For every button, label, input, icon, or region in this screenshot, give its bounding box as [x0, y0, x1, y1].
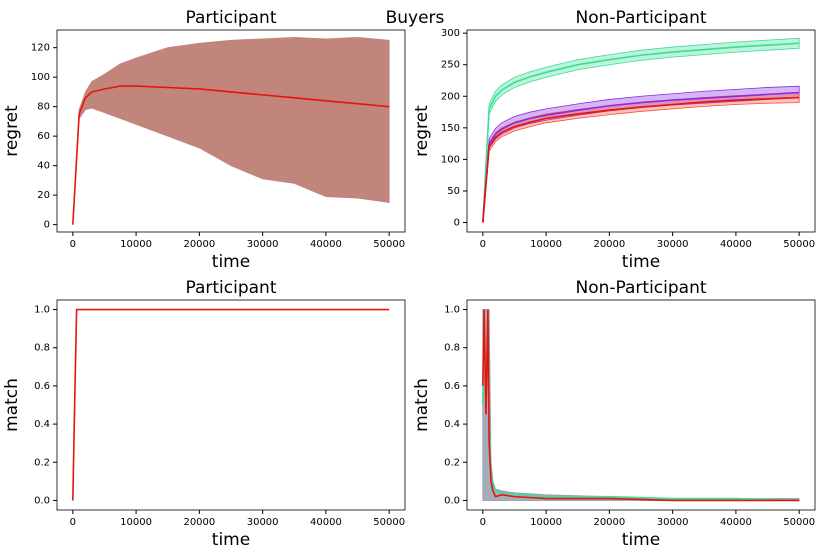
x-tick-label: 20000: [183, 239, 215, 250]
x-tick-label: 50000: [373, 239, 405, 250]
x-tick-label: 30000: [247, 517, 279, 528]
y-tick-label: 0.8: [34, 343, 50, 354]
x-tick-label: 10000: [530, 517, 562, 528]
y-tick-label: 1.0: [34, 305, 50, 316]
y-tick-label: 250: [441, 60, 460, 71]
x-tick-label: 20000: [183, 517, 215, 528]
band: [482, 37, 800, 223]
line: [482, 309, 800, 502]
line: [72, 85, 390, 225]
x-axis-label: time: [622, 252, 660, 272]
y-tick-label: 0.6: [34, 381, 50, 392]
y-axis-label: match: [412, 378, 432, 432]
line: [482, 91, 800, 223]
panel-title: Participant: [185, 278, 276, 298]
y-tick-label: 0.0: [444, 495, 460, 506]
y-tick-label: 40: [37, 161, 50, 172]
line: [482, 96, 800, 223]
y-tick-label: 0: [44, 220, 50, 231]
x-tick-label: 40000: [720, 517, 752, 528]
x-tick-label: 30000: [657, 239, 689, 250]
x-axis-label: time: [212, 530, 250, 550]
y-axis-label: regret: [2, 105, 22, 157]
x-axis-label: time: [622, 530, 660, 550]
panel-title: Non-Participant: [575, 8, 706, 28]
band: [482, 309, 800, 501]
panel-title: Non-Participant: [575, 278, 706, 298]
y-tick-label: 1.0: [444, 305, 460, 316]
plot-frame: [466, 29, 816, 233]
plot-frame: [466, 299, 816, 511]
plot-frame: [56, 299, 406, 511]
y-tick-label: 20: [37, 190, 50, 201]
line: [482, 42, 800, 223]
x-tick-label: 50000: [783, 517, 815, 528]
x-tick-label: 10000: [120, 239, 152, 250]
x-tick-label: 50000: [783, 239, 815, 250]
y-tick-label: 0.2: [444, 457, 460, 468]
plot-frame: [56, 29, 406, 233]
y-tick-label: 120: [31, 43, 50, 54]
y-tick-label: 0.4: [34, 419, 50, 430]
x-axis-label: time: [212, 252, 250, 272]
y-tick-label: 50: [447, 186, 460, 197]
line: [482, 309, 800, 502]
y-tick-label: 60: [37, 131, 50, 142]
y-tick-label: 0: [454, 218, 460, 229]
y-axis-label: regret: [412, 105, 432, 157]
y-tick-label: 0.6: [444, 381, 460, 392]
y-tick-label: 200: [441, 91, 460, 102]
y-axis-label: match: [2, 378, 22, 432]
x-tick-label: 10000: [120, 517, 152, 528]
y-tick-label: 100: [31, 72, 50, 83]
x-tick-label: 40000: [310, 517, 342, 528]
line: [72, 308, 390, 501]
y-tick-label: 300: [441, 28, 460, 39]
x-tick-label: 50000: [373, 517, 405, 528]
x-tick-label: 40000: [720, 239, 752, 250]
x-tick-label: 20000: [593, 239, 625, 250]
x-tick-label: 20000: [593, 517, 625, 528]
x-tick-label: 30000: [247, 239, 279, 250]
x-tick-label: 0: [480, 239, 486, 250]
y-tick-label: 100: [441, 154, 460, 165]
x-tick-label: 10000: [530, 239, 562, 250]
panel-title: Participant: [185, 8, 276, 28]
x-tick-label: 0: [480, 517, 486, 528]
x-tick-label: 30000: [657, 517, 689, 528]
x-tick-label: 40000: [310, 239, 342, 250]
x-tick-label: 0: [70, 517, 76, 528]
y-tick-label: 0.8: [444, 343, 460, 354]
band: [72, 36, 390, 225]
x-tick-label: 0: [70, 239, 76, 250]
y-tick-label: 0.4: [444, 419, 460, 430]
y-tick-label: 0.2: [34, 457, 50, 468]
band: [482, 85, 800, 223]
figure-title: Buyers: [386, 8, 445, 28]
y-tick-label: 80: [37, 102, 50, 113]
y-tick-label: 150: [441, 123, 460, 134]
y-tick-label: 0.0: [34, 495, 50, 506]
